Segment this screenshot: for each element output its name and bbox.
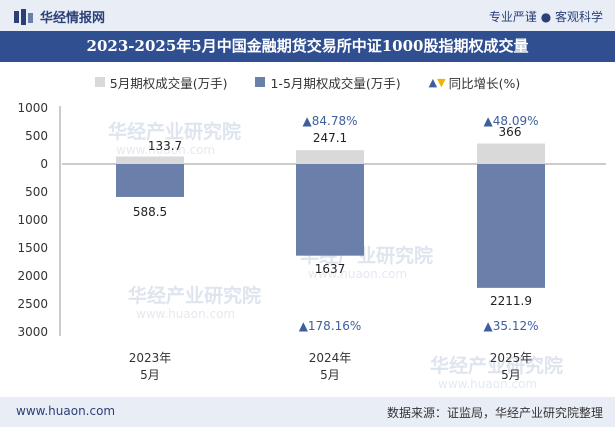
data-label-monthly: 366 (499, 125, 522, 139)
bar-monthly (477, 143, 545, 164)
legend-item-growth: ▲ ▼ 同比增长(%) (429, 73, 521, 92)
chart-title: 2023-2025年5月中国金融期货交易所中证1000股指期权成交量 (0, 31, 615, 62)
bar-cumulative (296, 164, 364, 256)
watermark-text: 华经产业研究院 (108, 120, 241, 143)
brand-tagline: 专业严谨 ● 客观科学 (488, 10, 603, 24)
growth-label-monthly: ▲84.78% (303, 114, 358, 128)
data-label-monthly: 133.7 (148, 139, 182, 153)
footer-url[interactable]: www.huaon.com (16, 404, 116, 418)
x-tick-label-year: 2025年 (490, 351, 533, 365)
bar-monthly (116, 156, 184, 164)
footer: www.huaon.com 数据来源：证监局，华经产业研究院整理 (0, 397, 615, 427)
top-bar: 华经情报网 专业严谨 ● 客观科学 (0, 0, 615, 31)
growth-label-cumulative: ▲35.12% (484, 319, 539, 333)
watermark-url: www.huaon.com (136, 307, 235, 321)
data-label-monthly: 247.1 (313, 131, 347, 145)
y-tick-label: 1000 (17, 213, 48, 227)
y-tick-label: 1000 (17, 101, 48, 115)
y-tick-label: 0 (40, 157, 48, 171)
growth-label-monthly: ▲48.09% (484, 114, 539, 128)
watermark-url: www.huaon.com (116, 143, 215, 157)
bar-cumulative (116, 164, 184, 197)
x-tick-label-year: 2023年 (129, 351, 172, 365)
y-tick-label: 2000 (17, 269, 48, 283)
bar-cumulative (477, 164, 545, 288)
x-tick-label-month: 5月 (140, 368, 160, 382)
watermark-url: www.huaon.com (308, 267, 407, 281)
y-tick-label: 500 (25, 185, 48, 199)
brand-name: 华经情报网 (40, 11, 106, 26)
x-tick-label-month: 5月 (320, 368, 340, 382)
footer-source: 数据来源：证监局，华经产业研究院整理 (386, 406, 603, 420)
up-triangle-icon: ▲ (428, 75, 438, 89)
x-tick-label-month: 5月 (501, 368, 521, 382)
watermark-url: www.huaon.com (438, 377, 537, 391)
legend-swatch-cumulative (255, 77, 266, 87)
data-label-cumulative: 588.5 (133, 205, 167, 219)
legend-item-cumulative: 1-5月期权成交量(万手) (255, 73, 401, 92)
watermark-text: 华经产业研究院 (430, 354, 563, 377)
chart-area: 华经产业研究院www.huaon.com华经产业研究院www.huaon.com… (17, 101, 606, 391)
brand[interactable]: 华经情报网 (14, 7, 105, 26)
legend-label-growth: 同比增长(%) (448, 75, 521, 91)
legend-item-monthly: 5月期权成交量(万手) (94, 73, 228, 92)
legend-swatch-monthly (94, 77, 105, 87)
y-tick-label: 1500 (17, 241, 48, 255)
legend: 5月期权成交量(万手) 1-5月期权成交量(万手) ▲ ▼ 同比增长(%) (0, 72, 615, 92)
down-triangle-icon: ▼ (437, 75, 446, 89)
x-tick-label-year: 2024年 (309, 351, 352, 365)
growth-label-cumulative: ▲178.16% (299, 319, 362, 333)
legend-label-cumulative: 1-5月期权成交量(万手) (270, 75, 401, 91)
data-label-cumulative: 1637 (315, 262, 346, 276)
legend-label-monthly: 5月期权成交量(万手) (109, 75, 228, 91)
y-tick-label: 2500 (17, 297, 48, 311)
data-label-cumulative: 2211.9 (490, 294, 532, 308)
y-tick-label: 3000 (17, 325, 48, 339)
huajing-logo-icon (14, 8, 33, 25)
y-tick-label: 500 (25, 129, 48, 143)
bar-monthly (296, 150, 364, 164)
watermark-text: 华经产业研究院 (128, 284, 261, 307)
